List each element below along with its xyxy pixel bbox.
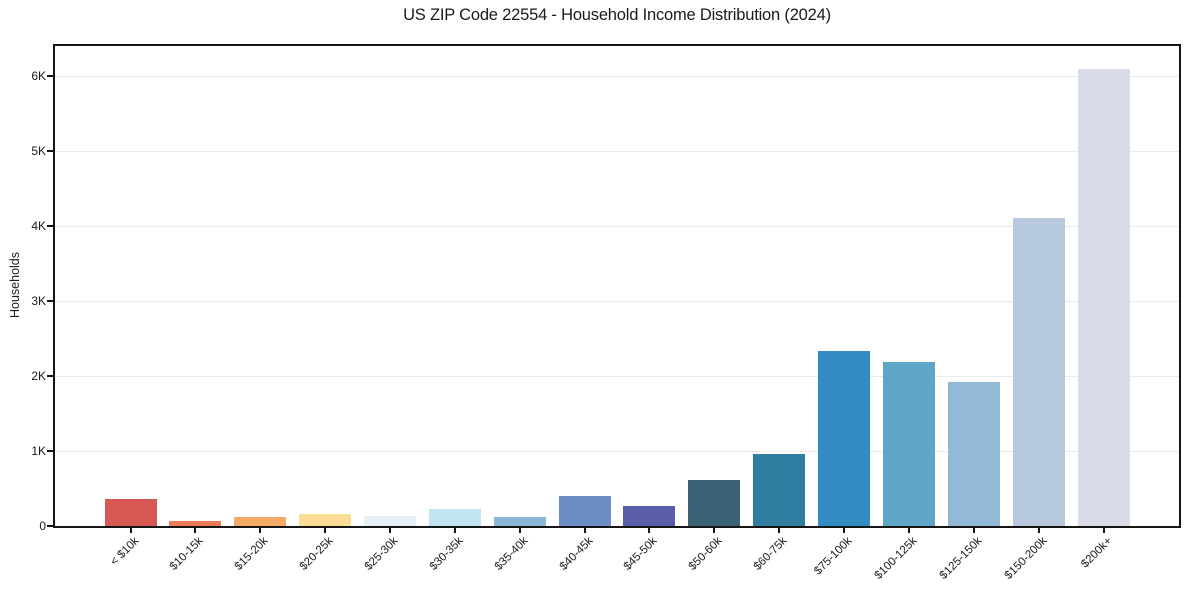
x-tick-mark xyxy=(648,528,651,533)
gridline-6K xyxy=(55,75,1179,77)
x-tick-mark xyxy=(972,528,975,533)
y-tick-mark xyxy=(47,150,53,152)
bar-$200k+ xyxy=(1077,68,1130,526)
bar-$30-35k xyxy=(428,509,481,526)
x-tick-mark xyxy=(583,528,586,533)
bar-$100-125k xyxy=(882,361,935,526)
x-tick-mark xyxy=(388,528,391,533)
bar-$50-60k xyxy=(688,479,741,526)
x-tick-mark xyxy=(129,528,132,533)
x-tick-mark xyxy=(518,528,521,533)
y-axis-label: Households xyxy=(8,252,22,319)
gridline-1K xyxy=(55,450,1179,452)
x-tick-mark xyxy=(907,528,910,533)
y-tick-label-0: 0 xyxy=(39,519,46,533)
bar-$40-45k xyxy=(558,495,611,526)
x-tick-mark xyxy=(194,528,197,533)
plot-inner xyxy=(55,46,1179,526)
bar-$150-200k xyxy=(1012,217,1065,526)
y-tick-label-1K: 1K xyxy=(31,444,46,458)
y-tick-mark xyxy=(47,375,53,377)
gridline-4K xyxy=(55,225,1179,227)
y-tick-label-2K: 2K xyxy=(31,369,46,383)
bar-$20-25k xyxy=(299,514,352,526)
x-tick-mark xyxy=(778,528,781,533)
y-tick-mark xyxy=(47,75,53,77)
x-tick-mark xyxy=(453,528,456,533)
y-tick-mark xyxy=(47,225,53,227)
bar-$60-75k xyxy=(753,454,806,526)
chart-title: US ZIP Code 22554 - Household Income Dis… xyxy=(403,6,831,24)
bar-$35-40k xyxy=(493,516,546,526)
gridline-3K xyxy=(55,300,1179,302)
x-tick-mark xyxy=(1102,528,1105,533)
bar-$15-20k xyxy=(234,516,287,526)
y-tick-label-6K: 6K xyxy=(31,69,46,83)
y-tick-label-5K: 5K xyxy=(31,144,46,158)
bar-$10-15k xyxy=(169,520,222,526)
x-tick-mark xyxy=(1037,528,1040,533)
y-tick-mark xyxy=(47,525,53,527)
bar-$75-100k xyxy=(818,351,871,526)
x-tick-mark xyxy=(843,528,846,533)
x-tick-label-< $10k: < $10k xyxy=(107,535,141,569)
y-tick-mark xyxy=(47,450,53,452)
y-tick-label-3K: 3K xyxy=(31,294,46,308)
bar-$45-50k xyxy=(623,505,676,526)
bar-< $10k xyxy=(104,499,157,526)
y-tick-mark xyxy=(47,300,53,302)
plot-area xyxy=(53,44,1181,528)
gridline-2K xyxy=(55,375,1179,377)
bar-$125-150k xyxy=(947,381,1000,526)
x-tick-mark xyxy=(259,528,262,533)
x-tick-mark xyxy=(713,528,716,533)
x-tick-mark xyxy=(324,528,327,533)
bar-$25-30k xyxy=(363,515,416,526)
y-tick-label-4K: 4K xyxy=(31,219,46,233)
gridline-5K xyxy=(55,150,1179,152)
